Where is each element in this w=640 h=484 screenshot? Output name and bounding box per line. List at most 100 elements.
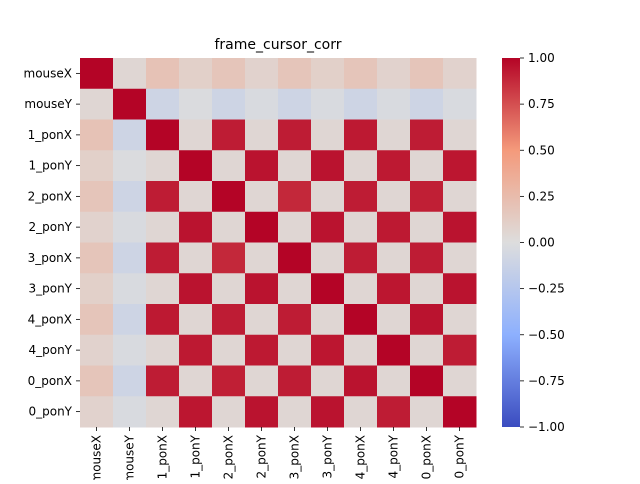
heatmap-cell	[212, 304, 246, 336]
column-label: 3_ponY	[321, 434, 335, 478]
heatmap-cell	[212, 58, 246, 90]
heatmap-cell	[146, 150, 180, 182]
heatmap-cell	[212, 119, 246, 151]
heatmap-cells	[80, 58, 477, 428]
column-label: 1_ponX	[156, 435, 170, 479]
heatmap-cell	[443, 150, 477, 182]
heatmap-cell	[278, 181, 312, 213]
row-label: 3_ponX	[28, 251, 72, 265]
heatmap-cell	[245, 181, 279, 213]
heatmap-cell	[212, 242, 246, 274]
heatmap-cell	[344, 396, 378, 428]
heatmap-cell	[80, 365, 114, 397]
heatmap-cell	[179, 58, 213, 90]
row-label: mouseY	[24, 97, 72, 111]
colorbar-tick-label: 0.25	[528, 189, 555, 203]
heatmap-cell	[410, 365, 444, 397]
heatmap-cell	[245, 304, 279, 336]
colorbar-gradient	[502, 58, 520, 427]
colorbar-ticks: 1.00 0.75 0.50 0.25 0.00 −0.25 −0.50 −0.75 −1.00	[520, 51, 565, 434]
heatmap-cell	[245, 273, 279, 305]
heatmap-cell	[179, 242, 213, 274]
heatmap-cell	[113, 396, 147, 428]
heatmap-cell	[278, 396, 312, 428]
heatmap-cell	[113, 242, 147, 274]
heatmap-cell	[443, 119, 477, 151]
heatmap-cell	[344, 242, 378, 274]
heatmap-cell	[410, 150, 444, 182]
heatmap-cell	[377, 119, 411, 151]
heatmap-cell	[278, 119, 312, 151]
heatmap-cell	[212, 150, 246, 182]
column-label: 0_ponY	[453, 434, 467, 478]
column-label: 3_ponX	[288, 435, 302, 479]
heatmap-cell	[146, 365, 180, 397]
heatmap-cell	[179, 181, 213, 213]
heatmap-cell	[212, 396, 246, 428]
heatmap-cell	[179, 88, 213, 120]
row-label: 1_ponX	[28, 128, 72, 142]
heatmap-cell	[146, 273, 180, 305]
heatmap-cell	[311, 304, 345, 336]
column-labels: mouseX mouseY 1_ponX 1_ponY 2_ponX 2_ponY 3_po…	[90, 427, 467, 484]
heatmap-cell	[410, 119, 444, 151]
heatmap-cell	[278, 58, 312, 90]
heatmap-cell	[113, 334, 147, 366]
column-label: 2_ponX	[222, 435, 236, 479]
heatmap-cell	[179, 211, 213, 243]
heatmap-cell	[80, 242, 114, 274]
heatmap-cell	[278, 334, 312, 366]
heatmap-cell	[113, 88, 147, 120]
heatmap-cell	[146, 119, 180, 151]
heatmap-cell	[80, 334, 114, 366]
column-label: 4_ponX	[354, 435, 368, 479]
heatmap-cell	[113, 304, 147, 336]
heatmap-cell	[146, 334, 180, 366]
heatmap-cell	[146, 396, 180, 428]
heatmap-cell	[179, 304, 213, 336]
heatmap-cell	[179, 119, 213, 151]
heatmap-cell	[410, 334, 444, 366]
row-label: 2_ponX	[28, 189, 72, 203]
column-label: 0_ponX	[420, 435, 434, 479]
heatmap-cell	[278, 273, 312, 305]
heatmap-cell	[179, 273, 213, 305]
heatmap-cell	[146, 88, 180, 120]
heatmap-cell	[443, 58, 477, 90]
chart-title: frame_cursor_corr	[215, 37, 342, 53]
heatmap-cell	[377, 273, 411, 305]
heatmap-cell	[212, 334, 246, 366]
heatmap-cell	[443, 334, 477, 366]
heatmap-cell	[344, 211, 378, 243]
heatmap-cell	[377, 304, 411, 336]
colorbar-tick-label: 0.75	[528, 97, 555, 111]
heatmap-cell	[245, 150, 279, 182]
row-label: 4_ponX	[28, 312, 72, 326]
heatmap-cell	[377, 150, 411, 182]
heatmap-cell	[377, 58, 411, 90]
heatmap-cell	[179, 150, 213, 182]
heatmap-cell	[311, 334, 345, 366]
heatmap-cell	[113, 211, 147, 243]
colorbar-tick-label: −0.25	[528, 282, 565, 296]
heatmap-cell	[80, 304, 114, 336]
heatmap-cell	[311, 211, 345, 243]
colorbar-tick-label: 1.00	[528, 51, 555, 65]
heatmap-cell	[410, 211, 444, 243]
row-label: mouseX	[24, 66, 73, 80]
heatmap-cell	[311, 150, 345, 182]
colorbar	[502, 58, 520, 427]
heatmap-cell	[311, 273, 345, 305]
heatmap-cell	[344, 273, 378, 305]
heatmap-cell	[245, 396, 279, 428]
heatmap-cell	[278, 211, 312, 243]
heatmap-cell	[245, 119, 279, 151]
row-label: 4_ponY	[28, 343, 72, 357]
heatmap-cell	[344, 304, 378, 336]
column-label: mouseY	[123, 434, 137, 480]
heatmap-cell	[311, 119, 345, 151]
heatmap-cell	[311, 181, 345, 213]
colorbar-tick-label: 0.00	[528, 236, 555, 250]
heatmap-cell	[344, 88, 378, 120]
heatmap-cell	[80, 150, 114, 182]
